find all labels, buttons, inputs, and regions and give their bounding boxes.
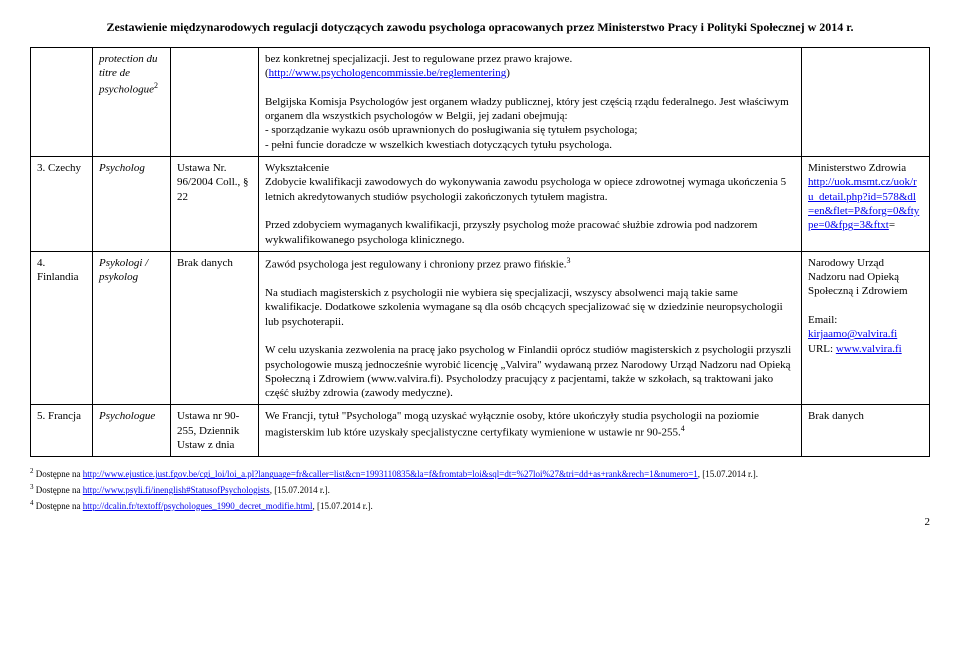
law-cell: Ustawa nr 90-255, Dziennik Ustaw z dnia [171,405,259,457]
contact-cell: Narodowy Urząd Nadzoru nad Opieką Społec… [802,251,930,405]
description-cell: Zawód psychologa jest regulowany i chron… [259,251,802,405]
profession-cell: protection du titre de psychologue2 [93,48,171,157]
footnotes: 2 Dostępne na http://www.ejustice.just.f… [30,467,930,512]
page-number: 2 [30,516,930,528]
description-cell: bez konkretnej specjalizacji. Jest to re… [259,48,802,157]
contact-cell: Ministerstwo Zdrowia http://uok.msmt.cz/… [802,157,930,252]
description-cell: WykształcenieZdobycie kwalifikacji zawod… [259,157,802,252]
regulations-table: protection du titre de psychologue2 bez k… [30,47,930,457]
footnote: 4 Dostępne na http://dcalin.fr/textoff/p… [30,499,930,513]
footnote: 2 Dostępne na http://www.ejustice.just.f… [30,467,930,481]
contact-cell [802,48,930,157]
law-cell: Brak danych [171,251,259,405]
profession-cell: Psycholog [93,157,171,252]
page-title: Zestawienie międzynarodowych regulacji d… [30,20,930,35]
table-row: 5. FrancjaPsychologueUstawa nr 90-255, D… [31,405,930,457]
profession-cell: Psykologi / psykolog [93,251,171,405]
description-cell: We Francji, tytuł "Psychologa" mogą uzys… [259,405,802,457]
country-cell [31,48,93,157]
country-cell: 5. Francja [31,405,93,457]
country-cell: 4. Finlandia [31,251,93,405]
contact-cell: Brak danych [802,405,930,457]
law-cell [171,48,259,157]
table-row: 4. FinlandiaPsykologi / psykologBrak dan… [31,251,930,405]
table-row: protection du titre de psychologue2 bez k… [31,48,930,157]
table-row: 3. CzechyPsychologUstawa Nr. 96/2004 Col… [31,157,930,252]
footnote: 3 Dostępne na http://www.psyli.fi/inengl… [30,483,930,497]
law-cell: Ustawa Nr. 96/2004 Coll., § 22 [171,157,259,252]
profession-cell: Psychologue [93,405,171,457]
country-cell: 3. Czechy [31,157,93,252]
